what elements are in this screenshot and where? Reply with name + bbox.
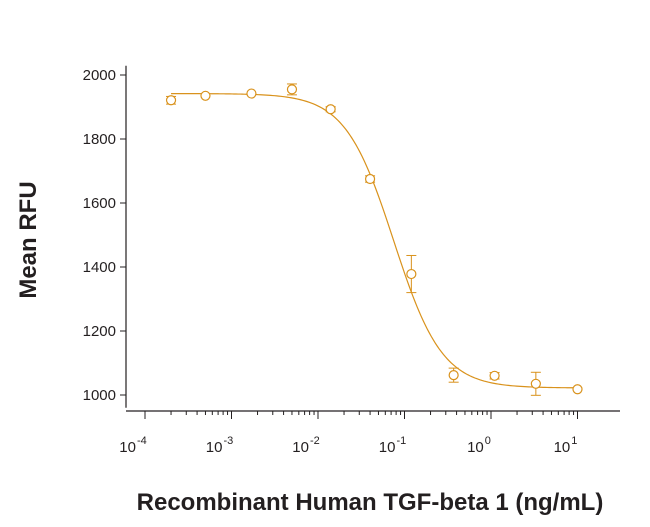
point-marker	[364, 173, 376, 185]
y-tick-label: 2000	[83, 67, 116, 84]
point-marker	[489, 370, 500, 381]
y-tick-label: 1800	[83, 131, 116, 148]
x-tick-label: 100	[467, 435, 491, 456]
data-points-layer	[165, 83, 583, 396]
data-point	[530, 371, 541, 396]
point-marker	[572, 384, 583, 395]
y-tick-label: 1200	[83, 323, 116, 340]
point-marker	[165, 95, 177, 106]
point-marker	[530, 378, 541, 389]
data-point	[246, 88, 257, 99]
data-point	[286, 83, 298, 96]
x-axis-title: Recombinant Human TGF-beta 1 (ng/mL)	[137, 489, 604, 516]
data-point	[200, 90, 211, 101]
point-marker	[448, 370, 459, 381]
data-point	[325, 104, 336, 115]
y-tick-label: 1000	[83, 387, 116, 404]
fit-curve-layer	[171, 92, 578, 389]
point-marker	[406, 268, 417, 280]
data-point	[406, 254, 417, 294]
y-axis: 1000 1200 1400 1600 1800 2000	[83, 65, 127, 408]
x-tick-label: 10-3	[206, 435, 233, 456]
point-marker	[246, 88, 257, 99]
data-point	[572, 384, 583, 395]
y-tick-label: 1600	[83, 195, 116, 212]
data-point	[165, 95, 177, 106]
point-marker	[200, 90, 211, 101]
y-axis-title: Mean RFU	[15, 181, 42, 298]
data-point	[448, 367, 459, 383]
x-tick-label: 101	[554, 435, 578, 456]
point-marker	[286, 84, 298, 95]
data-point	[489, 370, 500, 381]
x-tick-label: 10-2	[292, 435, 319, 456]
y-tick-label: 1400	[83, 259, 116, 276]
x-axis: 10-4 10-3 10-2 10-1 100 101	[119, 410, 620, 456]
point-marker	[325, 104, 336, 115]
x-tick-label: 10-4	[119, 435, 146, 456]
data-point	[364, 173, 376, 185]
x-tick-label: 10-1	[379, 435, 406, 456]
fit-curve	[171, 92, 578, 389]
